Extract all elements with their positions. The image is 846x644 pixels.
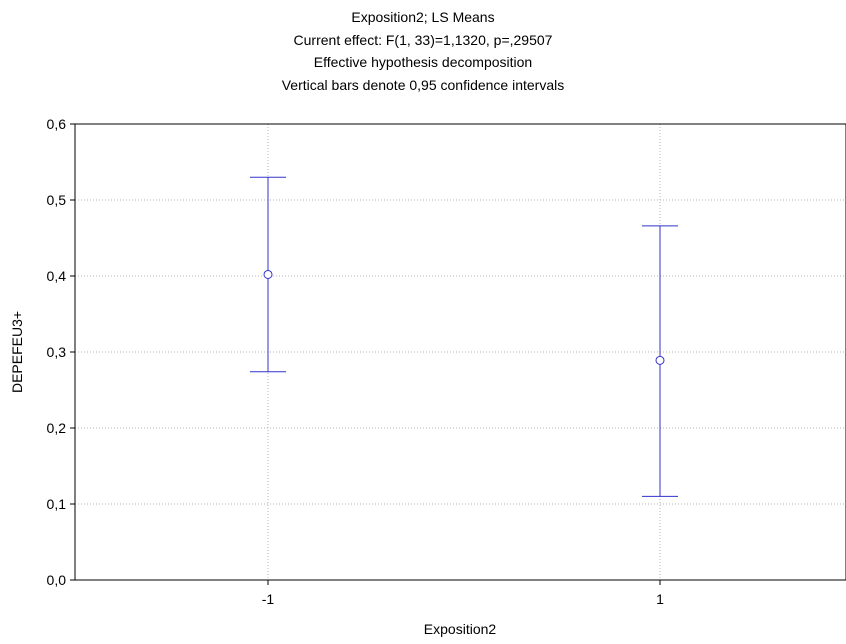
x-axis-label: Exposition2 xyxy=(424,621,497,637)
error-bar-group xyxy=(642,225,678,497)
y-tick-label: 0,3 xyxy=(47,344,67,360)
y-axis-label: DEPEFEU3+ xyxy=(9,311,25,393)
x-axis: -1 1 xyxy=(262,580,664,607)
chart-subtitle-decomposition: Effective hypothesis decomposition xyxy=(313,54,533,70)
error-bar-group xyxy=(250,176,286,373)
chart-subtitle-effect: Current effect: F(1, 33)=1,1320, p=,2950… xyxy=(293,31,553,48)
chart-title: Exposition2; LS Means xyxy=(351,9,495,25)
x-tick-label: -1 xyxy=(262,591,275,607)
plot-frame xyxy=(74,123,846,581)
chart-subtitle-ci-note: Vertical bars denote 0,95 confidence int… xyxy=(281,76,565,93)
series-marks xyxy=(250,176,678,497)
y-tick-label: 0,1 xyxy=(47,496,67,512)
chart-title-block: Exposition2; LS Means Current effect: F(… xyxy=(0,6,846,96)
y-tick-label: 0,6 xyxy=(47,116,67,132)
mean-point xyxy=(263,269,273,279)
grid-lines xyxy=(75,124,846,580)
y-tick-label: 0,5 xyxy=(47,192,67,208)
y-tick-label: 0,4 xyxy=(47,268,67,284)
y-tick-label: 0,0 xyxy=(47,572,67,588)
y-axis: 0,0 0,1 0,2 0,3 0,4 0,5 0,6 xyxy=(47,116,75,588)
x-tick-label: 1 xyxy=(656,591,664,607)
mean-point xyxy=(655,355,665,365)
y-tick-label: 0,2 xyxy=(47,420,67,436)
